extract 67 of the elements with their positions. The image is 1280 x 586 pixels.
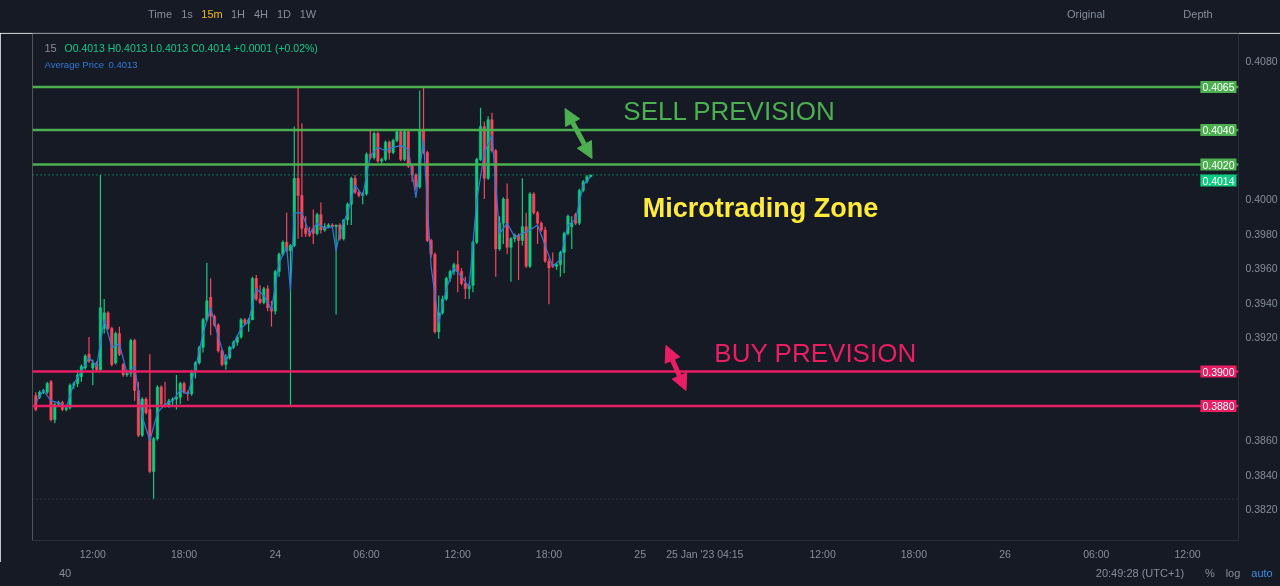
text: 20:49:28 (UTC+1): [1095, 566, 1185, 582]
ref-line-label: 0.4020: [1202, 158, 1235, 171]
candlestick: [384, 139, 387, 162]
text: 1s: [181, 7, 193, 23]
candlestick: [509, 236, 513, 283]
candlestick: [308, 226, 311, 238]
y-tick-label: 0.3920: [1245, 331, 1278, 344]
y-tick-label: 0.3860: [1245, 434, 1278, 447]
text: 40: [58, 566, 72, 582]
y-tick-label: 0.3940: [1245, 296, 1278, 309]
candlestick: [239, 317, 243, 340]
x-tick-label: 26: [999, 547, 1012, 560]
text: 15m: [201, 7, 223, 23]
candlestick: [315, 212, 319, 236]
candlestick: [53, 401, 57, 424]
annotation: BUY PREVISION: [714, 337, 917, 368]
annotation: Microtrading Zone: [642, 192, 879, 223]
text: Depth: [1183, 7, 1213, 23]
x-tick-label: 12:00: [444, 547, 472, 560]
ref-line-label: 0.4014: [1202, 174, 1235, 187]
x-tick-label: 18:00: [900, 547, 928, 560]
candlestick: [296, 86, 300, 240]
y-tick-label: 0.4080: [1245, 55, 1278, 68]
text: auto: [1251, 566, 1273, 582]
candlestick: [460, 267, 464, 286]
x-tick-label: 25 Jan '23 04:15: [666, 547, 744, 560]
x-tick-label: 24: [269, 547, 282, 560]
text: 4H: [253, 7, 269, 23]
candlestick: [327, 222, 330, 229]
text: Original: [1067, 7, 1105, 23]
annotation: SELL PREVISION: [623, 95, 835, 126]
y-tick-label: 0.3960: [1245, 262, 1278, 275]
text: 1D: [276, 7, 292, 23]
candlestick: [311, 208, 315, 245]
text: 1H: [230, 7, 246, 23]
y-tick-label: 0.3840: [1245, 468, 1278, 481]
annotation: 15: [44, 41, 57, 54]
ref-line-label: 0.4065: [1202, 80, 1235, 93]
annotation: O0.4013 H0.4013 L0.4013 C0.4014 +0.0001 (+0.02%): [64, 41, 318, 54]
ref-line-label: 0.4040: [1202, 124, 1235, 137]
text: 1W: [299, 7, 317, 23]
y-tick-label: 0.3980: [1245, 227, 1278, 240]
x-tick-label: 06:00: [353, 547, 380, 560]
candlestick: [334, 224, 338, 316]
candlestick: [456, 250, 460, 293]
candlestick: [266, 284, 270, 312]
x-tick-label: 18:00: [535, 547, 563, 560]
text: Average Price: [44, 59, 104, 70]
candlestick: [520, 177, 524, 247]
ref-line-label: 0.3900: [1202, 365, 1235, 378]
candlestick: [319, 201, 323, 235]
candlestick: [403, 129, 406, 162]
candlestick: [570, 215, 574, 250]
x-tick-label: 12:00: [79, 547, 107, 560]
x-tick-label: 12:00: [1174, 547, 1201, 560]
text: log: [1225, 566, 1241, 582]
y-tick-label: 0.4000: [1245, 193, 1278, 206]
text: %: [1205, 566, 1215, 582]
x-tick-label: 06:00: [1083, 547, 1110, 560]
annotation: 0.4013: [108, 58, 138, 70]
x-tick-label: 18:00: [170, 547, 198, 560]
x-tick-label: 12:00: [809, 547, 836, 560]
text: Time: [147, 7, 173, 23]
x-tick-label: 25: [634, 547, 647, 560]
y-tick-label: 0.3820: [1245, 503, 1278, 516]
candlestick: [91, 358, 95, 386]
ref-line-label: 0.3880: [1202, 399, 1235, 412]
